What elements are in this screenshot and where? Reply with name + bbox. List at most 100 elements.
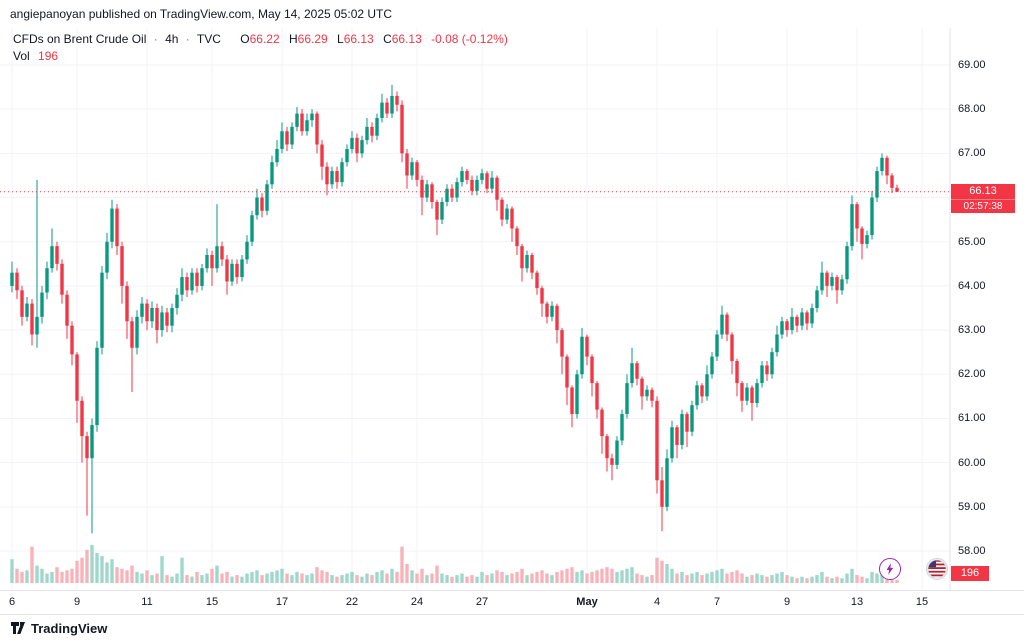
candle-body[interactable] [590,356,594,384]
candle-body[interactable] [750,387,754,403]
candle-body[interactable] [175,294,179,308]
volume-bar[interactable] [560,570,564,583]
volume-bar[interactable] [100,556,104,583]
volume-bar[interactable] [470,575,474,583]
volume-bar[interactable] [25,570,29,583]
candle-body[interactable] [880,157,884,172]
candle-body[interactable] [40,292,44,317]
candle-body[interactable] [710,356,714,375]
volume-bar[interactable] [45,573,49,584]
volume-bar[interactable] [850,568,854,583]
candle-body[interactable] [465,171,469,180]
candle-body[interactable] [415,162,419,180]
candle-body[interactable] [890,175,894,188]
candle-body[interactable] [305,120,309,132]
candle-body[interactable] [455,182,459,198]
candle-body[interactable] [570,387,574,415]
candle-body[interactable] [720,314,724,335]
candle-body[interactable] [120,246,124,286]
volume-bar[interactable] [835,576,839,583]
candle-body[interactable] [260,197,264,211]
volume-bar[interactable] [855,575,859,583]
candle-body[interactable] [145,303,149,322]
volume-bar[interactable] [270,571,274,583]
candle-body[interactable] [795,316,799,326]
volume-bar[interactable] [365,573,369,584]
volume-bar[interactable] [105,562,109,583]
candle-body[interactable] [350,137,354,149]
candle-body[interactable] [705,374,709,397]
volume-bar[interactable] [555,571,559,583]
candle-body[interactable] [55,246,59,264]
candle-body[interactable] [510,208,514,229]
candle-body[interactable] [740,383,744,401]
volume-bar[interactable] [610,568,614,583]
candle-body[interactable] [690,405,694,432]
volume-bar[interactable] [35,565,39,583]
candle-body[interactable] [140,303,144,317]
chart-legend[interactable]: CFDs on Brent Crude Oil · 4h · TVC O66.2… [13,32,508,47]
candle-body[interactable] [815,290,819,308]
volume-bar[interactable] [830,578,834,583]
candle-body[interactable] [675,427,679,445]
volume-bar[interactable] [130,565,134,583]
candle-body[interactable] [270,162,274,185]
volume-bar[interactable] [645,576,649,583]
volume-bar[interactable] [235,575,239,583]
volume-bar[interactable] [175,573,179,584]
candle-body[interactable] [180,277,184,295]
candle-body[interactable] [665,458,669,507]
volume-bar[interactable] [160,556,164,583]
candle-body[interactable] [480,173,484,180]
volume-bar[interactable] [530,573,534,584]
candle-body[interactable] [45,268,49,293]
candle-body[interactable] [445,188,449,202]
volume-bar[interactable] [715,570,719,583]
candle-body[interactable] [635,363,639,379]
candle-body[interactable] [540,288,544,304]
volume-bar[interactable] [840,578,844,583]
candle-body[interactable] [335,171,339,183]
volume-bar[interactable] [145,570,149,583]
candle-body[interactable] [310,113,314,121]
candle-body[interactable] [515,228,519,247]
volume-bar[interactable] [330,575,334,583]
candle-body[interactable] [550,305,554,317]
volume-bar[interactable] [800,576,804,583]
candle-body[interactable] [855,204,859,229]
volume-bar[interactable] [120,568,124,583]
candle-body[interactable] [320,144,324,167]
volume-bar[interactable] [540,570,544,583]
volume-bar[interactable] [750,575,754,583]
volume-bar[interactable] [485,575,489,583]
volume-bar[interactable] [65,570,69,583]
candle-body[interactable] [370,126,374,136]
volume-bar[interactable] [55,567,59,583]
interval-label[interactable]: 4h [165,32,179,46]
volume-bar[interactable] [525,575,529,583]
candle-body[interactable] [130,321,134,348]
candle-body[interactable] [640,378,644,397]
candle-body[interactable] [745,387,749,401]
candle-body[interactable] [800,312,804,326]
candle-body[interactable] [365,126,369,141]
candle-body[interactable] [560,330,564,357]
candle-body[interactable] [805,312,809,324]
candle-body[interactable] [325,166,329,185]
volume-bar[interactable] [580,570,584,583]
candle-body[interactable] [660,480,664,507]
volume-bar[interactable] [395,571,399,583]
volume-bar[interactable] [220,573,224,584]
candle-body[interactable] [115,208,119,247]
candle-body[interactable] [230,263,234,282]
volume-bar[interactable] [290,575,294,583]
volume-bar[interactable] [155,573,159,584]
volume-bar[interactable] [895,579,899,583]
volume-bar[interactable] [520,568,524,583]
candle-body[interactable] [755,383,759,403]
candle-body[interactable] [615,440,619,465]
candle-body[interactable] [810,308,814,324]
candle-body[interactable] [35,316,39,335]
candle-body[interactable] [655,400,659,481]
volume-bar[interactable] [585,573,589,584]
